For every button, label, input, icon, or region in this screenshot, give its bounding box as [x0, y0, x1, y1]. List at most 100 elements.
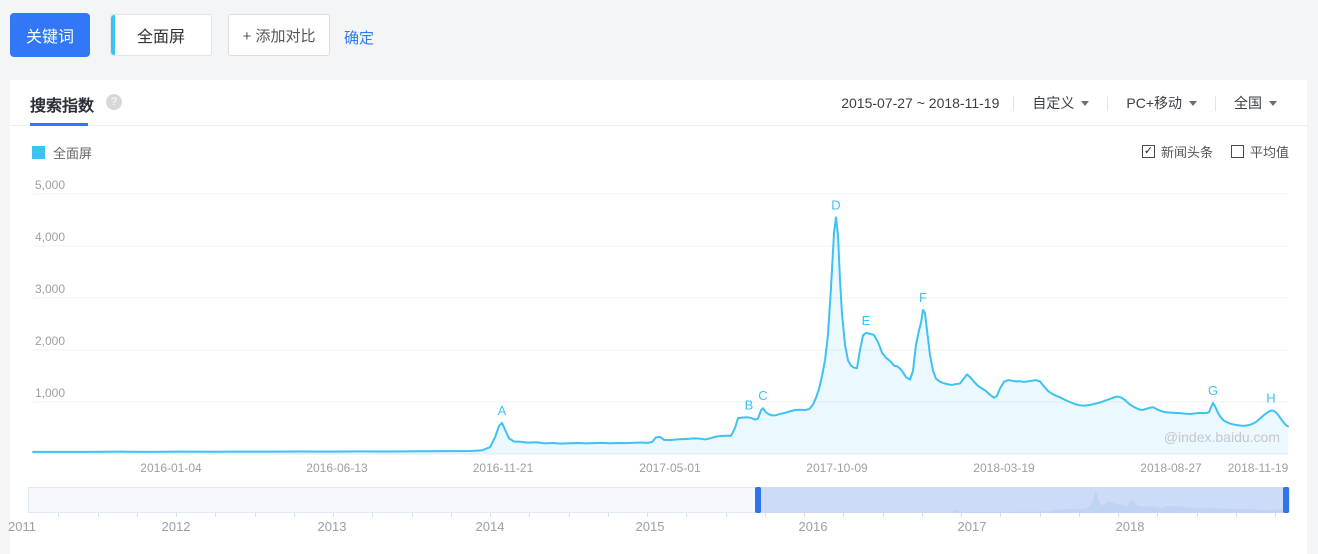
timeline-tick	[1275, 513, 1276, 517]
chevron-down-icon	[1189, 100, 1197, 106]
timeline-tick	[921, 513, 923, 517]
dropdown-region-label: 全国	[1234, 95, 1262, 111]
confirm-link[interactable]: 确定	[344, 30, 375, 47]
timeline-slider[interactable]	[28, 487, 1290, 513]
average-label: 平均值	[1249, 145, 1289, 160]
timeline-tick	[725, 513, 727, 517]
trend-line-chart[interactable]: A BC D E F G H	[10, 80, 1307, 480]
x-axis-label: 2018-08-27	[1140, 461, 1202, 475]
dropdown-device-label: PC+移动	[1126, 95, 1182, 111]
y-axis-label: 2,000	[35, 334, 66, 348]
peak-marker-G[interactable]: G	[1208, 383, 1218, 398]
dropdown-timespan[interactable]: 自定义	[1028, 93, 1093, 113]
date-range[interactable]: 2015-07-27 ~ 2018-11-19	[841, 95, 1000, 111]
keyword-color-bar	[111, 15, 115, 55]
timeline-year-label: 2013	[317, 519, 347, 534]
series-legend-label: 全面屏	[53, 146, 93, 161]
x-axis-label: 2018-03-19	[973, 461, 1035, 475]
x-axis-label: 2016-11-21	[472, 461, 534, 475]
timeline-year-label: 2016	[798, 519, 828, 534]
slider-right-handle[interactable]	[1283, 487, 1289, 513]
keyword-button[interactable]: 关键词	[10, 13, 90, 57]
x-axis-label: 2017-05-01	[639, 461, 701, 475]
x-axis-label: 2017-10-09	[806, 461, 868, 475]
timeline-tick	[136, 513, 138, 517]
timeline-tick	[804, 513, 805, 517]
peak-marker-E[interactable]: E	[862, 313, 871, 328]
timeline-tick	[1196, 513, 1198, 517]
timeline-tick	[1039, 513, 1041, 517]
dropdown-device[interactable]: PC+移动	[1122, 93, 1201, 113]
timeline-tick	[686, 513, 688, 517]
timeline-tick	[490, 513, 491, 517]
slider-mini-chart	[758, 491, 1286, 513]
timeline-tick	[607, 513, 609, 517]
search-index-panel: 搜索指数 ? 2015-07-27 ~ 2018-11-19 自定义 PC+移动…	[8, 80, 1307, 554]
y-axis-label: 5,000	[35, 178, 66, 192]
chevron-down-icon	[1269, 100, 1277, 106]
timeline-tick	[568, 513, 570, 517]
news-headlines-label: 新闻头条	[1160, 145, 1213, 160]
peak-marker-F[interactable]: F	[919, 290, 927, 305]
average-checkbox[interactable]: 平均值	[1230, 142, 1289, 161]
dropdown-region[interactable]: 全国	[1230, 93, 1281, 113]
add-compare-button[interactable]: + 添加对比	[228, 14, 330, 56]
timeline-tick	[1000, 513, 1002, 517]
y-axis-label: 1,000	[35, 386, 66, 400]
timeline-tick	[215, 513, 217, 517]
overlay-toggles: ✓ 新闻头条 平均值	[1141, 142, 1289, 161]
peak-marker-D[interactable]: D	[831, 197, 840, 212]
timeline-tick	[254, 513, 256, 517]
timeline-tick	[1157, 513, 1159, 517]
help-icon[interactable]: ?	[106, 94, 122, 110]
timeline-tick	[293, 513, 295, 517]
timeline-tick	[411, 513, 413, 517]
timeline-tick	[529, 513, 531, 517]
timeline-year-label: 2017	[957, 519, 987, 534]
timeline-tick	[97, 513, 99, 517]
peak-marker-H[interactable]: H	[1266, 391, 1275, 406]
peak-marker-A[interactable]: A	[498, 403, 507, 418]
timeline-tick	[58, 513, 60, 517]
panel-header: 搜索指数 ? 2015-07-27 ~ 2018-11-19 自定义 PC+移动…	[10, 80, 1307, 126]
tab-search-index[interactable]: 搜索指数	[30, 98, 95, 115]
x-axis-label: 2016-06-13	[306, 461, 368, 475]
timeline-year-label: 2018	[1115, 519, 1145, 534]
checkbox-icon	[1230, 145, 1244, 158]
chevron-down-icon	[1081, 100, 1090, 106]
timeline-tick	[333, 513, 334, 517]
watermark: @index.baidu.com	[1163, 429, 1280, 445]
x-axis-label: 2018-11-19	[1227, 461, 1289, 475]
news-headlines-checkbox[interactable]: ✓ 新闻头条	[1141, 142, 1213, 161]
slider-selected-range[interactable]	[758, 487, 1286, 513]
timeline-tick	[647, 513, 648, 517]
timeline-tick	[1235, 513, 1237, 517]
timeline-tick	[764, 513, 766, 517]
timeline-tick	[961, 513, 962, 517]
timeline-year-label: 2011	[8, 519, 36, 534]
timeline-tick	[1118, 513, 1119, 517]
peak-marker-C[interactable]: C	[758, 388, 767, 403]
timeline-tick	[882, 513, 884, 517]
divider	[1107, 95, 1109, 111]
checkbox-icon: ✓	[1141, 145, 1155, 158]
divider	[1013, 95, 1015, 111]
slider-left-handle[interactable]	[755, 487, 761, 513]
series-color-swatch	[32, 146, 45, 159]
timeline-tick	[372, 513, 374, 517]
keyword-value: 全面屏	[136, 29, 185, 46]
keyword-input[interactable]: 全面屏	[110, 14, 212, 56]
active-tab-underline	[30, 123, 88, 126]
y-axis-label: 4,000	[35, 230, 66, 244]
timeline-tick	[843, 513, 845, 517]
peak-marker-B[interactable]: B	[745, 397, 754, 412]
timeline-tick	[176, 513, 177, 517]
timeline-year-label: 2014	[475, 519, 505, 534]
divider	[1215, 95, 1216, 111]
timeline-year-label: 2012	[161, 519, 191, 534]
chart-controls: 2015-07-27 ~ 2018-11-19 自定义 PC+移动 全国	[841, 80, 1281, 126]
timeline-tick	[1078, 513, 1080, 517]
x-axis-label: 2016-01-04	[140, 461, 202, 475]
dropdown-timespan-label: 自定义	[1032, 95, 1075, 111]
